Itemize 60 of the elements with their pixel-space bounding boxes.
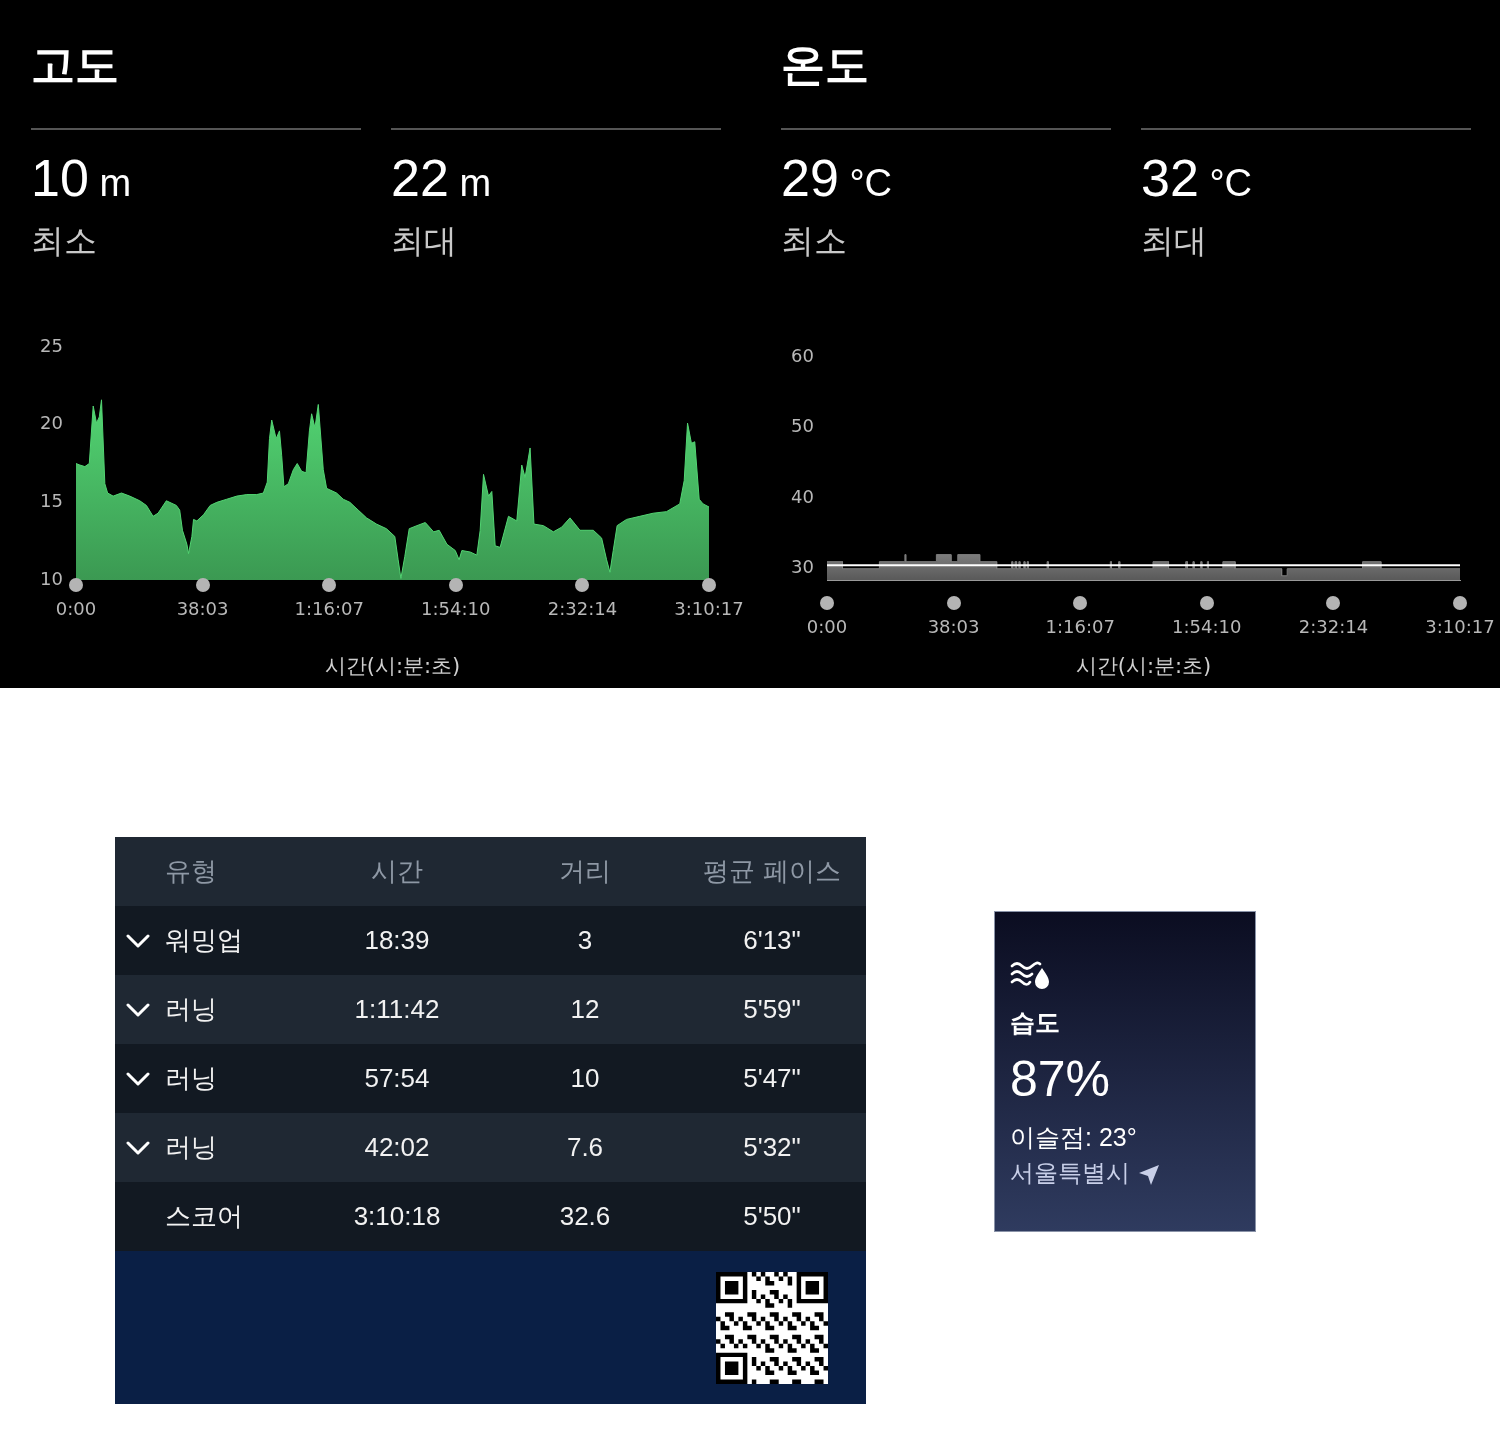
y-tick-label: 50: [791, 415, 814, 437]
y-tick-label: 20: [40, 412, 63, 434]
text: 최대: [1141, 221, 1207, 261]
text: 습도: [1010, 1007, 1060, 1038]
chart-title: 온도: [781, 39, 869, 91]
text: 32 °C: [1141, 149, 1253, 207]
x-axis-title: 시간(시:분:초): [324, 653, 461, 678]
text: 18:39: [363, 924, 431, 957]
text: 5'32": [742, 1131, 802, 1164]
x-tick-label: 0:00: [55, 598, 97, 620]
y-tick-label: 25: [40, 334, 63, 356]
x-axis-title: 시간(시:분:초): [1075, 653, 1212, 678]
text: 22 m: [391, 149, 492, 207]
text: 최소: [31, 221, 97, 261]
text: 10 m: [31, 149, 132, 207]
y-tick-label: 15: [40, 490, 63, 512]
x-tick-label: 1:16:07: [294, 598, 364, 620]
text: 스코어: [165, 1200, 243, 1233]
x-tick-label: 1:16:07: [1045, 616, 1115, 638]
text: 서울특별시: [1010, 1159, 1130, 1186]
text: 러닝: [165, 993, 217, 1026]
text: 5'47": [742, 1062, 802, 1095]
text: 러닝: [165, 1062, 217, 1095]
text: 워밍업: [165, 924, 243, 957]
text: 5'50": [742, 1200, 802, 1233]
x-tick-label: 3:10:17: [1425, 616, 1495, 638]
x-tick-label: 2:32:14: [1298, 616, 1369, 638]
x-tick-label: 38:03: [927, 616, 980, 638]
text: 러닝: [165, 1131, 217, 1164]
text: 3:10:18: [352, 1200, 442, 1233]
text: 평균 페이스: [702, 855, 842, 888]
text: 12: [569, 993, 601, 1026]
x-tick-label: 1:54:10: [1172, 616, 1242, 638]
text: 10: [569, 1062, 601, 1095]
text: 1:11:42: [353, 993, 441, 1026]
text: 42:02: [363, 1131, 431, 1164]
text: 거리: [558, 855, 612, 888]
chart-title: 고도: [31, 39, 119, 91]
text: 57:54: [363, 1062, 431, 1095]
text: 6'13": [742, 924, 802, 957]
text: 유형: [165, 855, 217, 888]
x-tick-label: 2:32:14: [547, 598, 618, 620]
x-tick-label: 3:10:17: [674, 598, 744, 620]
x-tick-label: 0:00: [806, 616, 848, 638]
text: 이슬점: 23°: [1010, 1123, 1137, 1151]
y-tick-label: 40: [791, 485, 814, 507]
text: 87%: [1010, 1051, 1111, 1107]
text: 29 °C: [781, 149, 893, 207]
text: 최소: [781, 221, 847, 261]
x-tick-label: 38:03: [176, 598, 229, 620]
text: 시간: [370, 855, 424, 888]
y-tick-label: 60: [791, 344, 814, 366]
y-tick-label: 10: [40, 567, 63, 589]
text: 7.6: [565, 1131, 605, 1164]
text: 3: [576, 924, 594, 957]
y-tick-label: 30: [791, 556, 814, 578]
x-tick-label: 1:54:10: [421, 598, 491, 620]
text: 5'59": [742, 993, 802, 1026]
text: 최대: [391, 221, 457, 261]
text: 32.6: [558, 1200, 612, 1233]
